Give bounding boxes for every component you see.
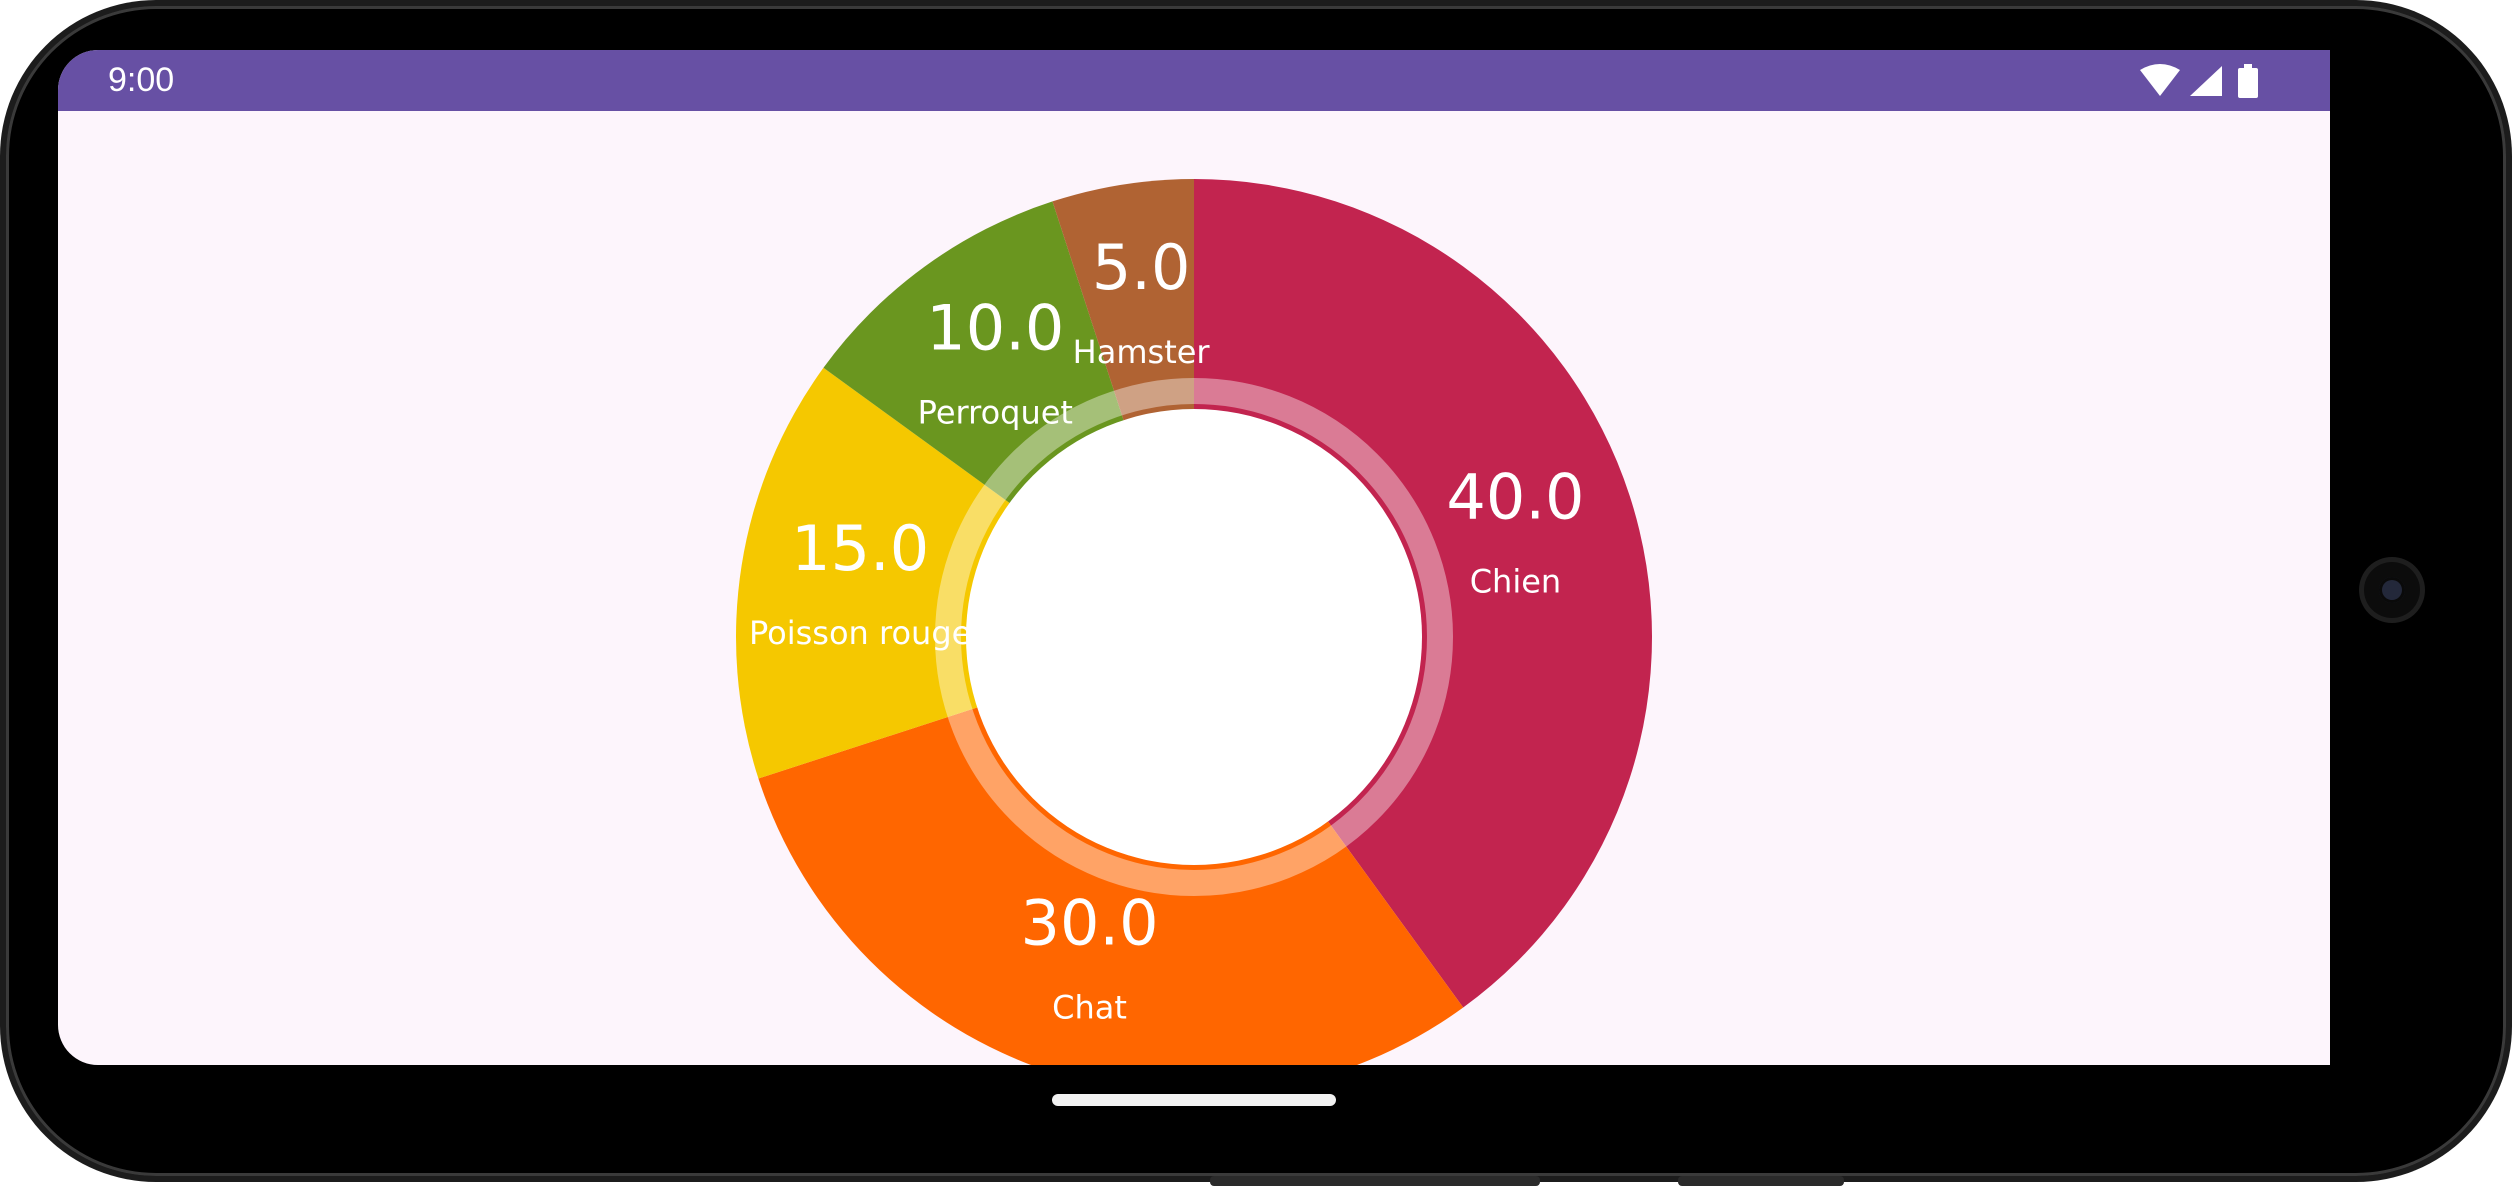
slice-value-chien: 40.0	[1446, 461, 1584, 534]
labels-layer: 40.0 Chien 30.0 Chat 15.0 Poisson rouge 10.0 Pe…	[749, 231, 1584, 1026]
status-time: 9:00	[108, 61, 175, 99]
power-button	[1678, 1176, 1844, 1186]
slice-chat[interactable]	[758, 637, 1464, 1065]
cellular-signal-icon	[2190, 66, 2222, 96]
slice-value-chat: 30.0	[1021, 886, 1159, 959]
chart-area: 40.0 Chien 30.0 Chat 15.0 Poisson rouge 10.0 Pe…	[58, 111, 2330, 1065]
slice-label-chien: Chien	[1470, 563, 1561, 601]
slice-value-poisson-rouge: 15.0	[791, 512, 929, 585]
wifi-icon	[2140, 64, 2180, 96]
status-bar: 9:00	[58, 50, 2330, 111]
slice-label-poisson-rouge: Poisson rouge	[749, 614, 971, 652]
donut-inner-ring	[935, 378, 1453, 896]
slice-label-chat: Chat	[1052, 988, 1127, 1026]
volume-button	[1210, 1176, 1540, 1186]
slice-label-hamster: Hamster	[1073, 333, 1211, 371]
camera-lens	[2379, 577, 2405, 603]
slices-layer	[736, 179, 1653, 1065]
battery-icon	[2238, 64, 2258, 98]
donut-hole	[966, 409, 1422, 865]
slice-value-hamster: 5.0	[1092, 231, 1191, 304]
slice-chien[interactable]	[1194, 179, 1653, 1008]
front-camera	[2364, 562, 2420, 618]
status-icons	[2140, 62, 2290, 100]
slice-value-perroquet: 10.0	[926, 292, 1064, 365]
donut-chart: 40.0 Chien 30.0 Chat 15.0 Poisson rouge 10.0 Pe…	[736, 179, 1653, 1065]
slice-poisson-rouge[interactable]	[736, 367, 1194, 779]
screen: 9:00 40.0 Chien 30.0 Chat 15.0 Poisson rouge 1…	[58, 50, 2330, 1065]
home-gesture-bar[interactable]	[1052, 1094, 1336, 1106]
slice-label-perroquet: Perroquet	[918, 394, 1073, 432]
